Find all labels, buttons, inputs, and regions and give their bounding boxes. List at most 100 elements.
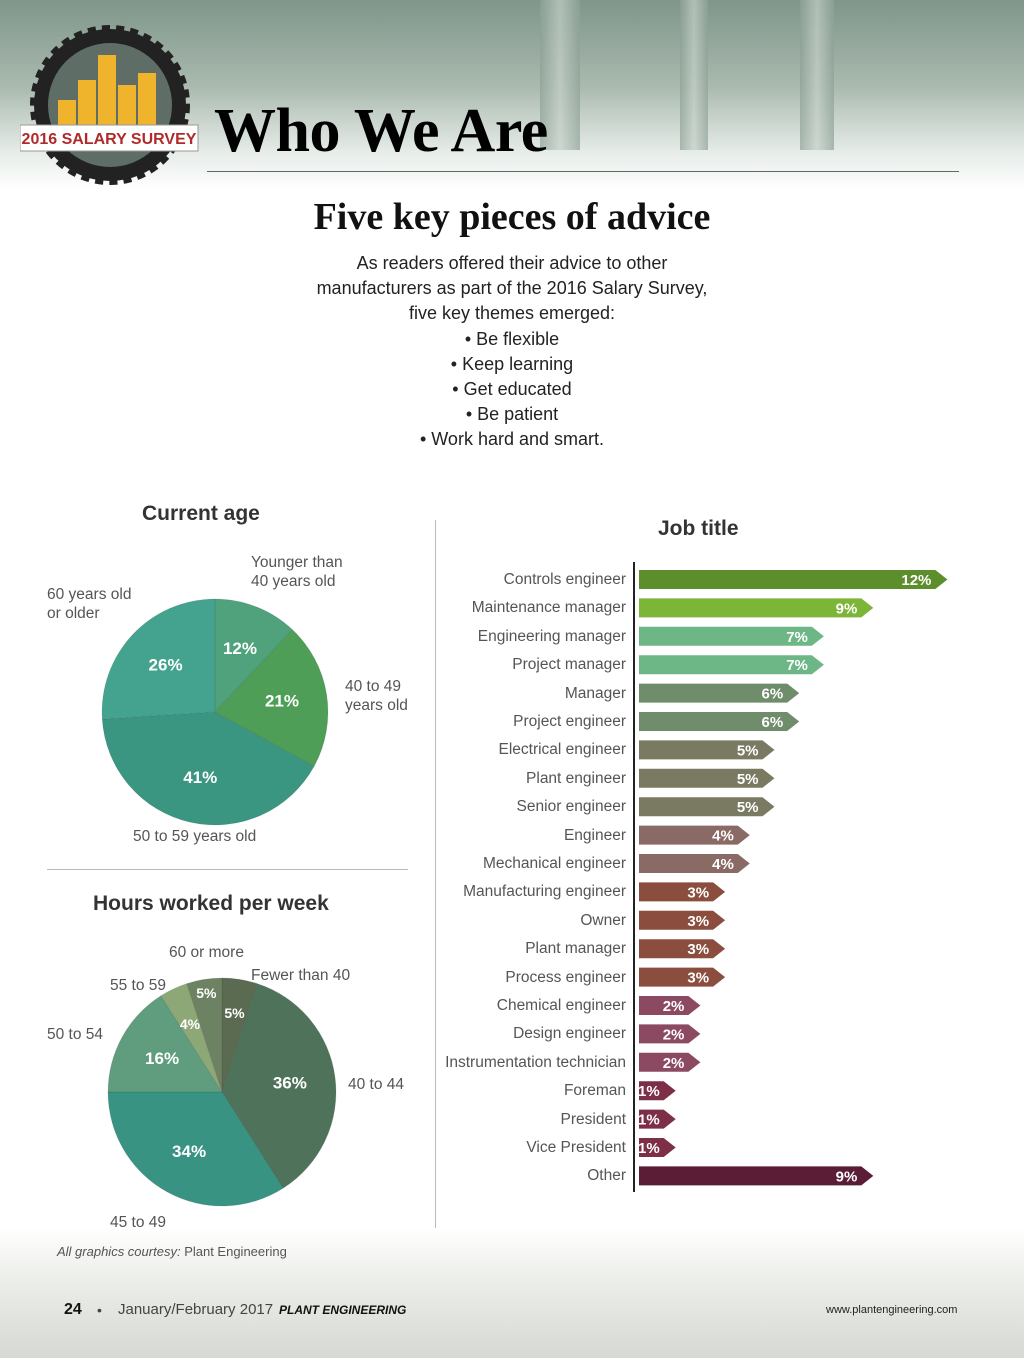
- pie-slice: [214, 628, 329, 768]
- bar: [639, 939, 726, 959]
- bar-value-label: 3%: [687, 941, 709, 958]
- pie-slice: [221, 982, 337, 1189]
- bar-value-label: 1%: [638, 1083, 660, 1100]
- pie-slice: [186, 977, 223, 1093]
- slice-label-60-plus: 60 or more: [169, 944, 244, 961]
- bar-value-label: 2%: [663, 1055, 685, 1072]
- bar-value-label: 6%: [762, 686, 784, 703]
- slice-label-younger-40: Younger than 40 years old: [251, 554, 343, 590]
- bar: [639, 996, 701, 1015]
- bar-value-label: 2%: [663, 998, 685, 1015]
- category-label: Vice President: [526, 1139, 626, 1156]
- bar: [639, 1081, 676, 1101]
- page-number: 24: [64, 1301, 82, 1318]
- slice-label-60-plus: 60 years old or older: [47, 586, 132, 622]
- category-label: Plant engineer: [526, 769, 626, 787]
- bar: [639, 1138, 676, 1157]
- bullet-item: • Work hard and smart.: [419, 429, 605, 450]
- bar: [639, 910, 726, 930]
- bullet-item: • Get educated: [452, 379, 572, 400]
- slice-value-label: 5%: [224, 1005, 245, 1021]
- slice-value-label: 41%: [183, 768, 217, 787]
- bar-value-label: 5%: [737, 742, 759, 759]
- category-label: Mechanical engineer: [482, 855, 626, 872]
- bar: [639, 797, 775, 817]
- salary-survey-logo: 2016 SALARY SURVEY: [20, 25, 199, 185]
- slice-label-40-44: 40 to 44: [348, 1076, 405, 1093]
- slice-label-50-54: 50 to 54: [47, 1026, 104, 1043]
- credit-source: Plant Engineering: [184, 1244, 287, 1259]
- website-url[interactable]: www.plantengineering.com: [826, 1304, 958, 1316]
- category-label: Manager: [564, 684, 626, 702]
- slice-value-label: 16%: [145, 1049, 179, 1068]
- category-label: Owner: [580, 911, 626, 929]
- bar: [639, 570, 948, 589]
- intro-line: five key themes emerged:: [408, 303, 616, 324]
- section-divider: [47, 869, 408, 870]
- bar: [639, 712, 800, 731]
- pie-slice: [107, 1091, 284, 1207]
- category-label: Engineer: [563, 826, 626, 844]
- pie-slice: [101, 711, 315, 826]
- slice-value-label: 26%: [149, 656, 183, 675]
- bar: [639, 598, 874, 618]
- bar-value-label: 12%: [901, 572, 931, 589]
- title-rule: [207, 171, 959, 172]
- header-pipe: [800, 0, 834, 150]
- bar-value-label: 5%: [737, 771, 759, 788]
- bar: [639, 768, 775, 788]
- category-label: Process engineer: [505, 968, 626, 986]
- header-pipe: [540, 0, 580, 150]
- pie-slice: [160, 982, 223, 1093]
- category-label: Maintenance manager: [471, 599, 626, 617]
- bar-value-label: 4%: [712, 856, 734, 873]
- bar: [639, 1166, 874, 1186]
- intro-line: As readers offered their advice to other: [356, 253, 668, 273]
- category-label: Design engineer: [513, 1025, 626, 1043]
- bar: [639, 655, 824, 675]
- pie-slice: [221, 977, 258, 1093]
- bar-value-label: 3%: [687, 884, 709, 901]
- category-label: Controls engineer: [503, 571, 626, 588]
- slice-label-50-59: 50 to 59 years old: [133, 828, 257, 845]
- bullet-item: • Be flexible: [464, 328, 560, 349]
- bar: [639, 1052, 701, 1072]
- category-label: Project engineer: [513, 713, 626, 730]
- slice-label-40-49: 40 to 49 years old: [345, 678, 408, 714]
- bar-value-label: 6%: [762, 714, 784, 731]
- job-chart-title: Job title: [658, 517, 739, 540]
- slice-label-fewer-40: Fewer than 40: [251, 967, 351, 984]
- bar: [639, 683, 800, 703]
- category-label: Electrical engineer: [498, 741, 626, 759]
- bar: [639, 882, 726, 902]
- magazine-name: PLANT ENGINEERING: [279, 1303, 407, 1317]
- hours-chart-title: Hours worked per week: [93, 892, 329, 915]
- pie-slice: [107, 995, 223, 1093]
- category-label: Foreman: [563, 1082, 626, 1100]
- bar: [639, 1024, 701, 1044]
- slice-value-label: 21%: [265, 691, 299, 710]
- slice-value-label: 36%: [273, 1073, 307, 1092]
- slice-value-label: 4%: [180, 1016, 201, 1032]
- bar-value-label: 3%: [687, 970, 709, 987]
- bar-value-label: 7%: [786, 629, 808, 646]
- bar-value-label: 1%: [638, 1140, 660, 1157]
- bar-value-label: 3%: [687, 913, 709, 930]
- age-chart-title: Current age: [142, 502, 260, 525]
- slice-value-label: 5%: [196, 985, 217, 1001]
- bar: [639, 825, 750, 845]
- bar-value-label: 5%: [737, 799, 759, 816]
- category-label: Plant manager: [525, 940, 626, 958]
- graphics-credit: All graphics courtesy: Plant Engineering: [57, 1244, 287, 1259]
- slice-value-label: 34%: [172, 1142, 206, 1161]
- age-pie-chart: 12% 21% 41% 26%: [101, 598, 329, 826]
- category-label: Senior engineer: [516, 798, 626, 816]
- bar: [639, 854, 750, 873]
- category-label: Project manager: [512, 656, 626, 674]
- bar-value-label: 7%: [786, 657, 808, 674]
- category-label: President: [560, 1110, 626, 1128]
- slice-label-45-49: 45 to 49: [110, 1214, 167, 1231]
- bar-value-label: 1%: [638, 1112, 660, 1129]
- bar-value-label: 2%: [663, 1026, 685, 1043]
